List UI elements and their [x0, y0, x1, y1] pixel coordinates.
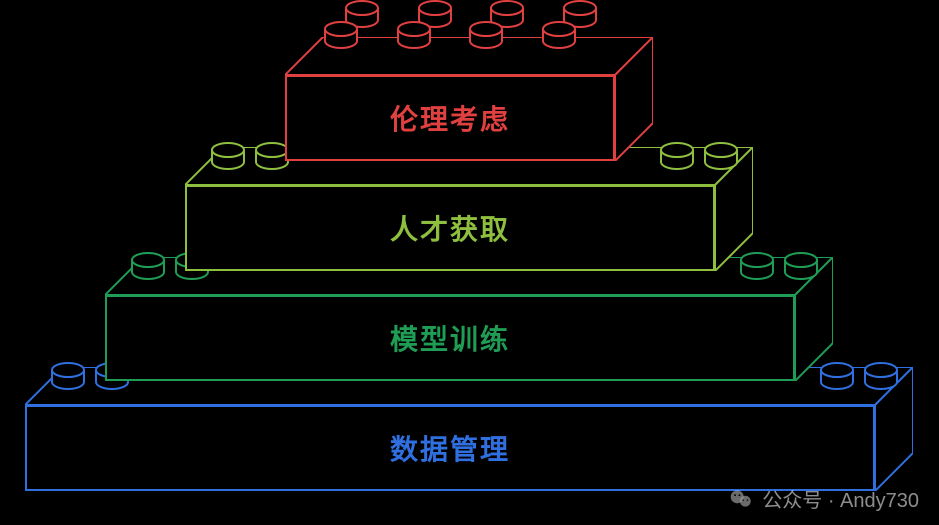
brick-stud	[323, 20, 359, 50]
diagram-stage: 数据管理模型训练人才获取伦理考虑	[0, 0, 939, 525]
brick-ethics: 伦理考虑	[0, 0, 939, 525]
watermark: 公众号 · Andy730	[728, 484, 919, 513]
brick-side	[615, 37, 653, 161]
brick-label: 伦理考虑	[390, 98, 510, 138]
watermark-text: 公众号 · Andy730	[762, 484, 919, 513]
wechat-icon	[728, 486, 754, 512]
brick-front: 伦理考虑	[285, 75, 615, 161]
brick-stud	[541, 20, 577, 50]
brick-stud	[468, 20, 504, 50]
brick-stud	[396, 20, 432, 50]
